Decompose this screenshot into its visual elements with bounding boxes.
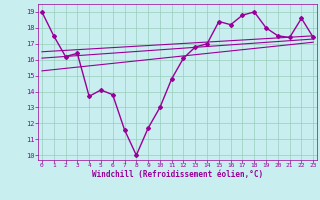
X-axis label: Windchill (Refroidissement éolien,°C): Windchill (Refroidissement éolien,°C) xyxy=(92,170,263,179)
